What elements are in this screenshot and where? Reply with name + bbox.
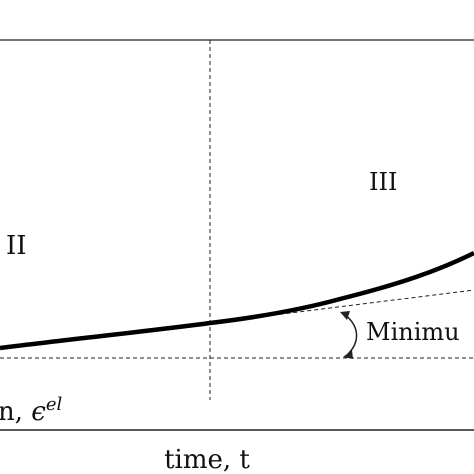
region-label: III — [369, 168, 397, 196]
minimum-arrow — [343, 313, 358, 355]
arrow-head-top — [340, 311, 350, 320]
strain-label: n, ϵel — [0, 394, 62, 427]
creep-curve — [0, 250, 474, 351]
strain-prefix: n, — [0, 397, 31, 427]
region-label: II — [6, 231, 27, 261]
minimum-label: Minimu — [366, 318, 460, 346]
strain-superscript: el — [46, 394, 63, 415]
strain-symbol: ϵ — [31, 397, 46, 427]
arrow-head-bottom — [343, 350, 353, 359]
x-axis-label: time, t — [164, 445, 250, 474]
